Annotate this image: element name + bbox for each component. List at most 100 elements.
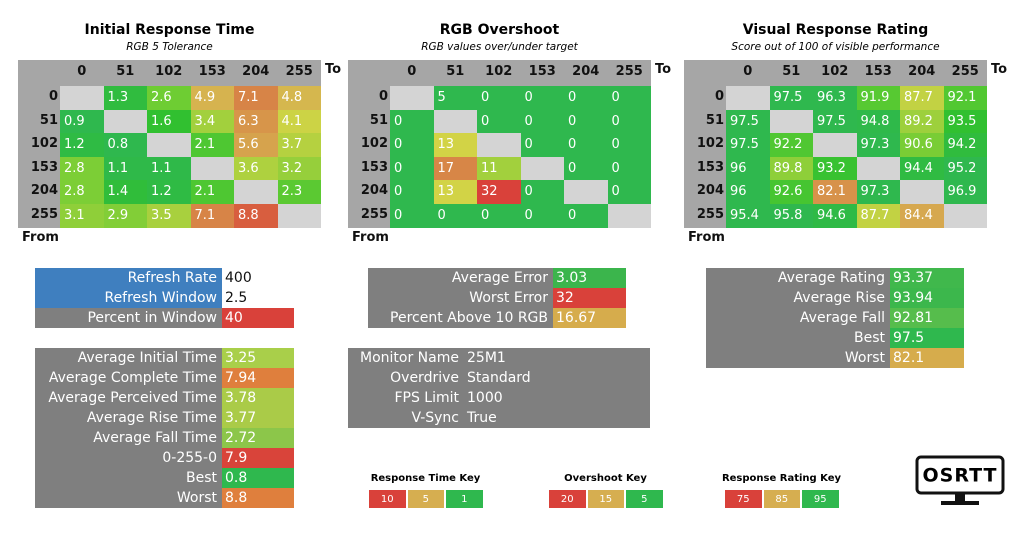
heat-cell: 0 <box>390 180 434 204</box>
heat-cell: 0 <box>607 180 651 204</box>
column-header: 153 <box>864 64 892 79</box>
heat-cell: 94.6 <box>813 204 857 228</box>
heat-cell: 93.5 <box>943 109 987 134</box>
heat-cell: 89.2 <box>900 109 944 134</box>
column-header: 0 <box>77 64 87 79</box>
heat-cell <box>60 86 104 110</box>
heat-cell: 7.1 <box>190 204 234 228</box>
row-header: 153 <box>30 159 58 175</box>
stat-value: 32 <box>553 288 626 308</box>
stat-value: 82.1 <box>890 348 964 368</box>
row-header: 102 <box>360 136 388 152</box>
stat-label: Average Rise <box>706 288 890 308</box>
to-label: To <box>325 62 342 77</box>
heat-cell: 5 <box>433 86 477 110</box>
heat-cell: 95.8 <box>769 204 813 228</box>
to-label: To <box>655 62 672 77</box>
stat-label: Worst Error <box>368 288 553 308</box>
stat-label: Overdrive <box>348 368 464 388</box>
stat-value: 16.67 <box>553 308 626 328</box>
panel-subtitle: RGB values over/under target <box>421 41 578 53</box>
stat-label: Worst <box>35 488 222 508</box>
stat-value: 2.5 <box>222 288 294 308</box>
stat-label: Average Fall <box>706 308 890 328</box>
row-header: 255 <box>696 207 724 222</box>
heat-cell <box>943 204 987 228</box>
stat-label: Monitor Name <box>348 348 464 368</box>
heat-cell: 97.5 <box>813 109 857 134</box>
row-header: 102 <box>30 136 58 152</box>
key-cell: 85 <box>762 489 801 509</box>
key-cell: 5 <box>625 489 664 509</box>
column-header: 204 <box>572 64 600 79</box>
stat-value: 2.72 <box>222 428 294 448</box>
heat-cell: 2.8 <box>60 180 104 204</box>
heat-cell: 0 <box>564 86 608 110</box>
row-header: 255 <box>30 207 58 222</box>
heat-cell: 11 <box>477 156 521 181</box>
heat-cell: 93.2 <box>813 156 857 181</box>
row-header: 51 <box>705 112 724 128</box>
heat-cell: 4.8 <box>277 86 321 110</box>
stat-value: 400 <box>222 268 294 288</box>
row-header: 51 <box>39 112 58 128</box>
heat-cell <box>390 86 434 110</box>
stat-label: Percent Above 10 RGB <box>368 308 553 328</box>
heat-cell: 94.2 <box>943 133 987 157</box>
heat-cell: 0 <box>607 156 651 181</box>
heat-cell: 8.8 <box>234 204 278 228</box>
heat-cell: 0 <box>390 109 434 134</box>
stat-value: 8.8 <box>222 488 294 508</box>
heat-cell: 1.6 <box>147 109 191 134</box>
row-header: 153 <box>360 159 388 175</box>
row-header: 102 <box>696 136 724 152</box>
key-title: Overshoot Key <box>564 473 647 484</box>
column-header: 102 <box>485 64 513 79</box>
stat-label: Average Fall Time <box>35 428 222 448</box>
row-header: 153 <box>696 159 724 175</box>
heat-cell: 97.3 <box>856 180 900 204</box>
key-cell: 75 <box>724 489 763 509</box>
heat-cell: 0 <box>564 133 608 157</box>
stat-value: 3.77 <box>222 408 294 428</box>
heat-cell: 3.6 <box>234 156 278 181</box>
heat-cell <box>520 156 564 181</box>
stat-value: 0.8 <box>222 468 294 488</box>
heat-cell: 3.7 <box>277 133 321 157</box>
heat-cell: 90.6 <box>900 133 944 157</box>
heat-cell: 7.1 <box>234 86 278 110</box>
key-cell: 15 <box>586 489 625 509</box>
stat-label: Average Rating <box>706 268 890 288</box>
stat-label: Worst <box>706 348 890 368</box>
column-header: 255 <box>951 64 979 79</box>
column-header: 0 <box>743 64 753 79</box>
heat-cell: 2.3 <box>277 180 321 204</box>
heat-cell: 1.2 <box>60 133 104 157</box>
heat-cell: 4.1 <box>277 109 321 134</box>
stat-value: 97.5 <box>890 328 964 348</box>
stat-value: 3.78 <box>222 388 294 408</box>
stat-value: 7.9 <box>222 448 294 468</box>
heat-cell: 0 <box>607 133 651 157</box>
heat-cell: 0.9 <box>60 109 104 134</box>
heat-cell: 6.3 <box>234 109 278 134</box>
heat-cell: 0 <box>477 109 521 134</box>
column-header: 102 <box>821 64 849 79</box>
heat-cell: 96.3 <box>813 86 857 110</box>
row-header: 0 <box>378 89 388 104</box>
column-header: 204 <box>908 64 936 79</box>
heat-cell: 95.2 <box>943 156 987 181</box>
stat-value: 3.03 <box>553 268 626 288</box>
stat-value: 1000 <box>467 390 503 406</box>
row-header: 255 <box>360 207 388 222</box>
column-header: 102 <box>155 64 183 79</box>
heat-cell: 97.5 <box>726 109 770 134</box>
column-header: 0 <box>407 64 417 79</box>
heat-cell: 3.5 <box>147 204 191 228</box>
row-header: 0 <box>714 89 724 104</box>
heat-cell: 92.1 <box>943 86 987 110</box>
heat-cell: 97.3 <box>856 133 900 157</box>
column-header: 51 <box>116 64 135 79</box>
stat-label: Best <box>706 328 890 348</box>
heat-cell <box>564 180 608 204</box>
